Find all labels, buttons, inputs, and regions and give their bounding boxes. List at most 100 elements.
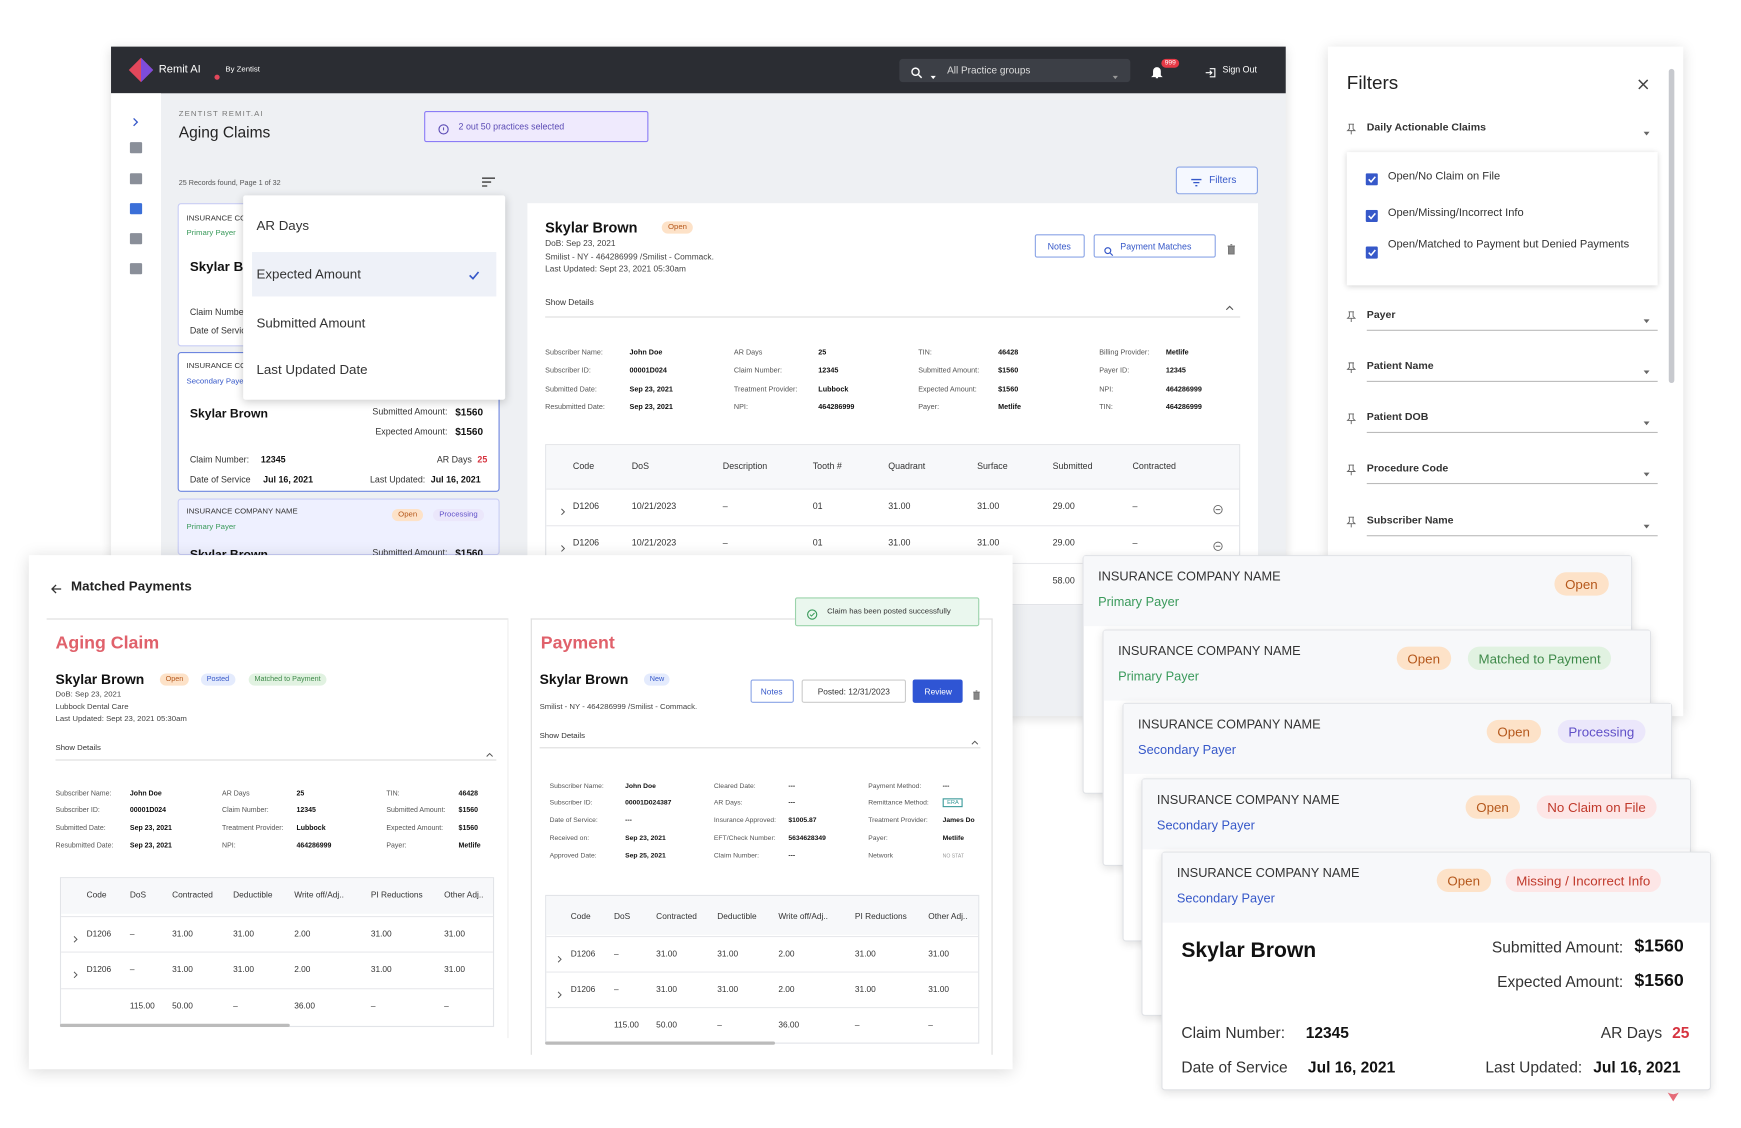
label: Expected Amount: xyxy=(375,426,448,437)
column-header: Write off/Adj.. xyxy=(294,889,344,900)
filter-option[interactable]: Open/Matched to Payment but Denied Payme… xyxy=(1387,238,1630,251)
field-label: TIN: xyxy=(1099,403,1113,412)
status-tag: New xyxy=(643,673,670,686)
nav-icon[interactable] xyxy=(129,142,143,154)
underline xyxy=(1366,380,1658,382)
search-caret xyxy=(929,66,937,79)
status-tag: Open xyxy=(391,508,424,522)
filter-section[interactable]: Procedure Code xyxy=(1366,462,1449,475)
show-details[interactable]: Show Details xyxy=(545,297,594,307)
cell: 31.00 xyxy=(656,948,678,959)
field-value: John Doe xyxy=(625,782,656,790)
cell: – xyxy=(129,964,135,975)
field-value: $1560 xyxy=(458,806,479,815)
field-label: Expected Amount: xyxy=(918,385,977,394)
checkbox xyxy=(1365,207,1378,222)
updated: Last Updated: Sept 23, 2021 05:30am xyxy=(55,715,187,724)
claim-card[interactable] xyxy=(177,498,500,556)
filters-button[interactable] xyxy=(1175,166,1258,195)
status-tag: Processing xyxy=(1557,719,1645,744)
column-header: DoS xyxy=(631,461,650,472)
records: 25 Records found, Page 1 of 32 xyxy=(178,179,281,188)
filter-section[interactable]: Patient Name xyxy=(1366,360,1434,373)
sort-option[interactable]: Submitted Amount xyxy=(256,315,366,331)
filter-option[interactable]: Open/Missing/Incorrect Info xyxy=(1387,207,1524,220)
show-details[interactable]: Show Details xyxy=(539,732,585,741)
cell: 31.00 xyxy=(928,948,950,959)
bell xyxy=(1150,64,1163,79)
aging-section xyxy=(46,618,509,1039)
status-tag: Open xyxy=(661,221,694,234)
notes-button[interactable] xyxy=(1034,234,1085,258)
filter-section[interactable]: Daily Actionable Claims xyxy=(1366,121,1486,134)
field-label: Billing Provider: xyxy=(1099,349,1150,357)
collapse xyxy=(970,733,979,745)
patient-name: Skylar Brown xyxy=(189,407,268,421)
dob: DoB: Sep 23, 2021 xyxy=(545,238,616,249)
divider xyxy=(539,747,981,749)
cell: 31.00 xyxy=(233,964,255,975)
company: INSURANCE COMPANY NAME xyxy=(1138,718,1321,732)
sort-option[interactable]: AR Days xyxy=(256,217,310,234)
column-header: Deductible xyxy=(233,889,273,900)
cell: – xyxy=(1132,501,1138,512)
payment-matches-button[interactable] xyxy=(1093,234,1216,258)
cell: 31.00 xyxy=(444,964,465,975)
review-label: Review xyxy=(924,686,952,697)
show-details[interactable]: Show Details xyxy=(55,744,101,753)
search-text: All Practice groups xyxy=(947,64,1031,76)
checkbox xyxy=(1365,244,1378,259)
sort-option[interactable]: Last Updated Date xyxy=(256,361,368,378)
divider xyxy=(55,759,497,761)
location: Smilist - NY - 464286999 /Smilist - Comm… xyxy=(545,251,714,262)
nav-icon[interactable] xyxy=(129,203,143,215)
expand-row xyxy=(555,985,564,999)
column-header: Submitted xyxy=(1052,461,1093,472)
nav-icon[interactable] xyxy=(129,263,143,275)
payer: Primary Payer xyxy=(186,523,236,532)
column-header: Description xyxy=(722,461,768,472)
total-cell: 50.00 xyxy=(172,1000,193,1011)
sort-icon xyxy=(480,174,498,190)
cell: D1206 xyxy=(86,928,112,939)
cell: 10/21/2023 xyxy=(631,501,677,512)
payer: Primary Payer xyxy=(1118,670,1199,684)
heart xyxy=(1663,1088,1683,1102)
status-tag: Posted xyxy=(200,673,235,686)
patient-name: Skylar Brown xyxy=(55,671,145,688)
column-header: Code xyxy=(86,889,107,900)
column-header: Contracted xyxy=(1132,461,1176,472)
filter-option[interactable]: Open/No Claim on File xyxy=(1387,170,1501,183)
column-header: Other Adj.. xyxy=(444,889,484,900)
value: $1560 xyxy=(455,426,484,438)
payer: Secondary Payer xyxy=(1138,743,1237,758)
field-label: Subscriber Name: xyxy=(55,789,112,798)
nav-icon[interactable] xyxy=(129,173,143,185)
field-label: Cleared Date: xyxy=(713,782,756,790)
info-icon xyxy=(437,120,449,134)
cell: 10/21/2023 xyxy=(631,537,677,548)
filter-section[interactable]: Patient DOB xyxy=(1366,411,1429,424)
sign-out[interactable]: Sign Out xyxy=(1222,64,1258,75)
column-header: Tooth # xyxy=(812,461,842,472)
company: INSURANCE COMPANY NAME xyxy=(1176,867,1360,881)
byline: By Zentist xyxy=(225,66,260,74)
field-value: John Doe xyxy=(129,789,162,798)
review-button[interactable] xyxy=(912,679,963,703)
underline xyxy=(1366,431,1658,434)
brand: Remit AI xyxy=(158,63,201,77)
notes-button[interactable] xyxy=(750,679,794,703)
payer: Secondary Payer xyxy=(1176,892,1275,907)
sort-option[interactable]: Expected Amount xyxy=(256,266,361,283)
search-box[interactable] xyxy=(899,58,1131,83)
status-tag: Open xyxy=(1465,795,1520,819)
filter-section[interactable]: Payer xyxy=(1366,309,1396,322)
filter-section[interactable]: Subscriber Name xyxy=(1366,514,1454,527)
column-header: Surface xyxy=(977,461,1008,472)
nav-icon[interactable] xyxy=(129,233,143,245)
field-label: Resubmitted Date: xyxy=(55,842,114,850)
cell: 31.00 xyxy=(854,984,876,995)
cell: – xyxy=(1132,537,1138,548)
field-value: NO STAT xyxy=(942,853,965,859)
